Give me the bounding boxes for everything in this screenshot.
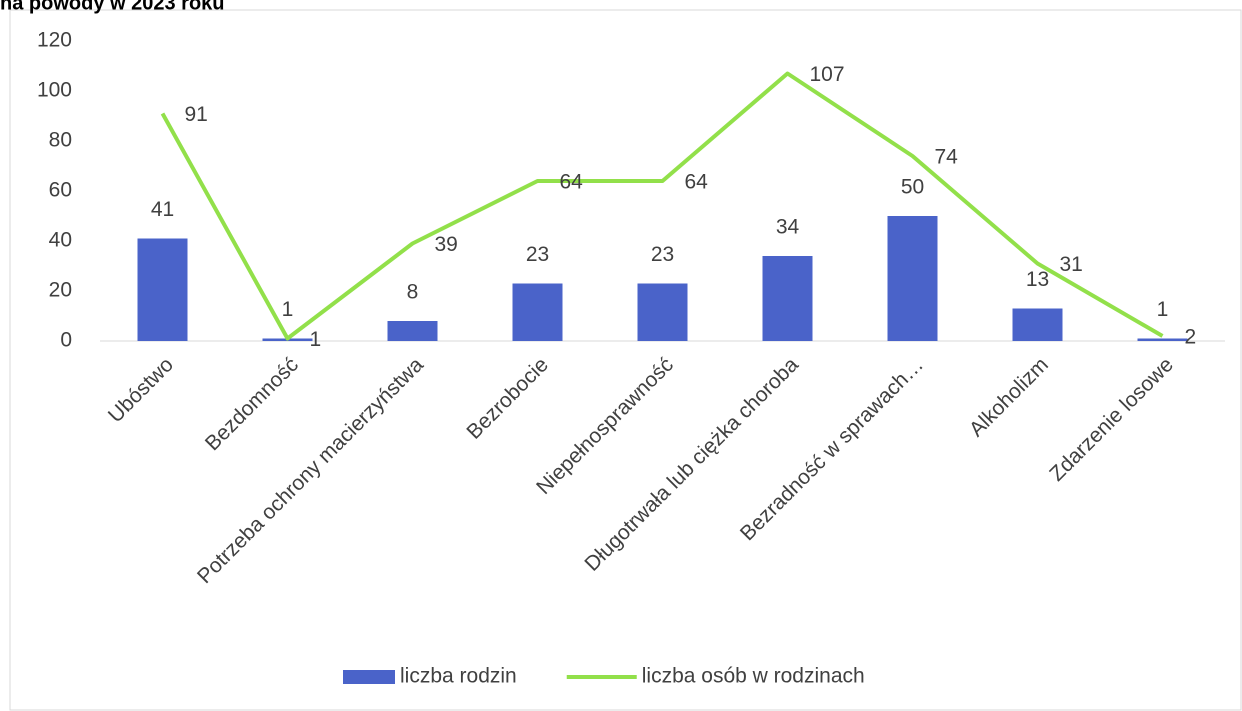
- bar: [512, 283, 563, 341]
- bar-value-label: 8: [407, 281, 419, 304]
- y-tick-label: 120: [37, 29, 72, 52]
- y-tick-label: 80: [49, 129, 72, 152]
- line-value-label: 107: [810, 63, 845, 86]
- x-tick-label: Zdarzenie losowe: [1045, 353, 1178, 486]
- line: [160, 71, 1164, 341]
- bar-value-label: 1: [282, 298, 294, 321]
- chart-title: na powody w 2023 roku: [0, 0, 225, 14]
- line-value-label: 31: [1060, 253, 1083, 276]
- x-tick-label: Bezdomność: [201, 353, 303, 455]
- x-tick-label: Ubóstwo: [104, 353, 178, 427]
- line-value-label: 1: [310, 328, 322, 351]
- bar: [887, 216, 938, 341]
- bar: [1137, 338, 1188, 341]
- line-value-label: 39: [435, 233, 458, 256]
- x-tick-label: Niepełnosprawność: [532, 353, 678, 499]
- y-tick-label: 0: [60, 329, 72, 352]
- line-value-label: 64: [685, 171, 709, 194]
- bar-value-label: 23: [651, 243, 674, 266]
- y-tick-label: 100: [37, 79, 72, 102]
- legend-label: liczba osób w rodzinach: [642, 665, 865, 688]
- legend-swatch: [343, 670, 395, 684]
- line-value-label: 2: [1185, 326, 1197, 349]
- bar: [1012, 308, 1063, 341]
- bar-value-label: 1: [1157, 298, 1169, 321]
- line-value-label: 64: [560, 171, 584, 194]
- y-tick-label: 40: [49, 229, 72, 252]
- line-value-label: 91: [185, 103, 208, 126]
- y-tick-label: 60: [49, 179, 72, 202]
- x-tick-label: Bezrobocie: [462, 353, 553, 444]
- bar: [762, 256, 813, 341]
- bar: [387, 321, 438, 341]
- bar-value-label: 34: [776, 216, 800, 239]
- x-tick-label: Potrzeba ochrony macierzyństwa: [193, 353, 428, 588]
- bar: [137, 238, 188, 341]
- bar-value-label: 50: [901, 176, 924, 199]
- x-tick-label: Alkoholizm: [965, 353, 1053, 441]
- bar-value-label: 41: [151, 198, 174, 221]
- bar: [637, 283, 688, 341]
- legend-label: liczba rodzin: [400, 665, 517, 688]
- y-tick-label: 20: [49, 279, 72, 302]
- x-tick-label: Długotrwała lub ciężka choroba: [580, 353, 803, 576]
- line-value-label: 74: [935, 146, 959, 169]
- chart-border: [9, 9, 1242, 711]
- bar-value-label: 13: [1026, 268, 1049, 291]
- bar-value-label: 23: [526, 243, 549, 266]
